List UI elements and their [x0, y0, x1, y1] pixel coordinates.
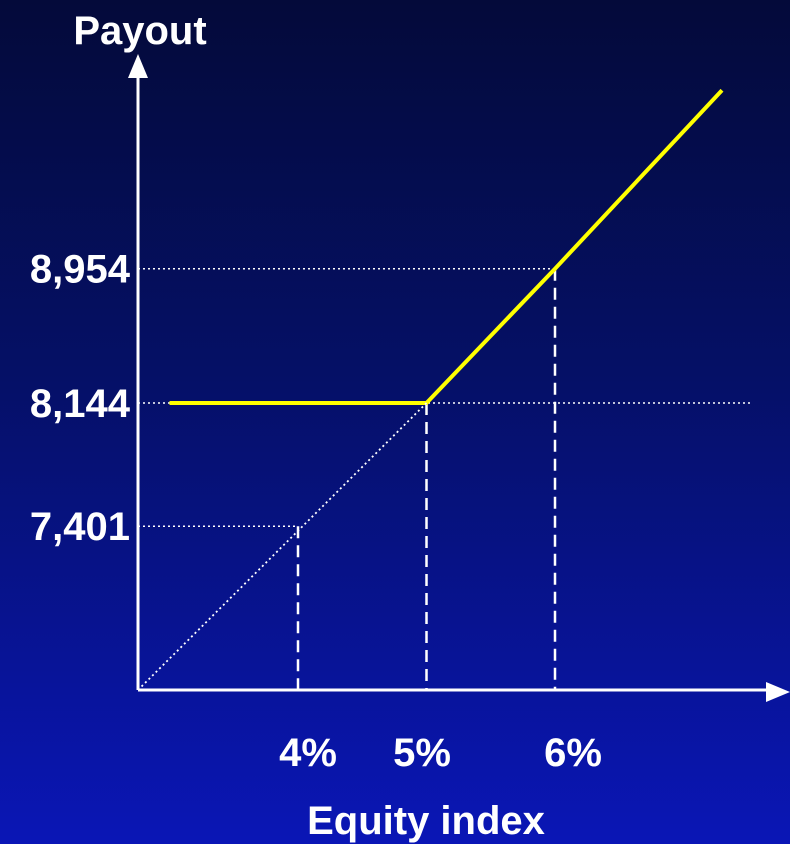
- y-axis-title: Payout: [73, 9, 206, 53]
- x-axis-title: Equity index: [307, 799, 545, 843]
- guide-lines: [138, 267, 750, 690]
- y-tick-label-1: 8,144: [30, 382, 131, 426]
- y-axis-arrow: [128, 54, 148, 78]
- series-line-1: [137, 402, 428, 691]
- series-line-0: [169, 88, 724, 405]
- y-tick-label-2: 8,954: [30, 248, 131, 292]
- x-axis-arrow: [766, 682, 790, 702]
- x-tick-label-1: 5%: [393, 731, 451, 775]
- y-tick-label-0: 7,401: [30, 505, 130, 549]
- x-tick-label-0: 4%: [279, 731, 337, 775]
- series-lines: [137, 88, 724, 691]
- tick-labels: 7,401 8,144 8,954 4% 5% 6%: [30, 248, 602, 775]
- x-tick-label-2: 6%: [544, 731, 602, 775]
